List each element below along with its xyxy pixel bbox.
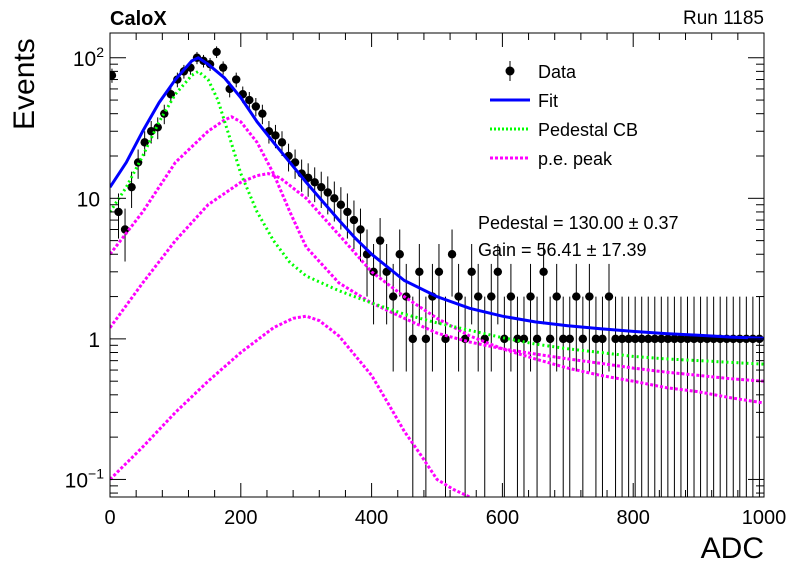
data-point bbox=[245, 95, 254, 105]
data-point bbox=[110, 71, 117, 80]
data-point bbox=[526, 292, 535, 301]
fit-curve bbox=[110, 56, 764, 340]
data-point bbox=[650, 334, 659, 344]
legend-label: Fit bbox=[538, 91, 558, 111]
legend-label: Pedestal CB bbox=[538, 120, 638, 140]
data-point bbox=[147, 127, 156, 136]
data-point bbox=[644, 334, 653, 344]
legend-marker bbox=[505, 66, 515, 76]
data-point bbox=[251, 102, 261, 111]
data-point bbox=[637, 334, 646, 344]
data-point bbox=[474, 292, 483, 301]
data-point bbox=[434, 267, 444, 277]
legend-entry: Data bbox=[505, 61, 577, 82]
data-point bbox=[395, 250, 404, 259]
data-point bbox=[663, 334, 673, 344]
data-point bbox=[271, 131, 280, 140]
legend-entry: Fit bbox=[490, 91, 558, 111]
pedestal-cb-curve bbox=[110, 69, 764, 366]
plot-frame bbox=[109, 32, 765, 498]
data-point bbox=[408, 334, 418, 344]
data-point bbox=[323, 188, 332, 197]
data-point bbox=[689, 334, 699, 344]
data-point bbox=[676, 334, 686, 344]
data-point bbox=[545, 334, 555, 344]
data-point bbox=[617, 334, 627, 344]
data-point bbox=[670, 334, 679, 344]
data-point bbox=[218, 63, 228, 72]
legend-entry: p.e. peak bbox=[490, 149, 613, 169]
run-label: Run 1185 bbox=[683, 8, 764, 29]
x-tick-label: 600 bbox=[486, 507, 519, 529]
data-point bbox=[585, 292, 594, 301]
legend-label: p.e. peak bbox=[538, 149, 613, 169]
x-tick-label: 1000 bbox=[742, 507, 787, 529]
data-point bbox=[630, 334, 640, 344]
data-point bbox=[356, 225, 365, 234]
data-point bbox=[532, 334, 542, 344]
pe-peak-curve-3 bbox=[110, 314, 471, 497]
y-tick-label: 10−1 bbox=[65, 465, 105, 492]
data-point bbox=[114, 207, 123, 217]
data-point bbox=[421, 334, 431, 344]
data-point bbox=[336, 200, 346, 209]
data-point bbox=[683, 334, 692, 344]
data-point bbox=[552, 292, 561, 301]
data-point bbox=[441, 334, 450, 344]
data-point bbox=[559, 334, 568, 344]
data-point bbox=[343, 207, 352, 217]
data-point bbox=[447, 250, 457, 259]
data-point bbox=[611, 334, 620, 344]
data-point bbox=[133, 158, 143, 167]
fit-annotation: Gain = 56.41 ± 17.39 bbox=[478, 240, 647, 260]
pe-peak-curve-2 bbox=[110, 172, 764, 405]
legend-entry: Pedestal CB bbox=[490, 120, 638, 140]
data-point bbox=[277, 138, 287, 147]
data-point bbox=[467, 267, 476, 277]
x-tick-label: 800 bbox=[617, 507, 650, 529]
legend-label: Data bbox=[538, 62, 577, 82]
data-point bbox=[591, 334, 601, 344]
data-point bbox=[330, 194, 339, 203]
data-point bbox=[349, 215, 359, 225]
data-point bbox=[153, 123, 162, 132]
data-point bbox=[120, 225, 130, 234]
data-point bbox=[212, 47, 221, 57]
data-point bbox=[317, 182, 326, 192]
data-point bbox=[487, 292, 496, 301]
data-point bbox=[519, 334, 529, 344]
data-point bbox=[657, 334, 666, 344]
x-tick-label: 0 bbox=[104, 507, 115, 529]
data-point bbox=[578, 334, 588, 344]
data-point bbox=[258, 109, 267, 118]
y-tick-label: 102 bbox=[73, 44, 104, 71]
y-tick-label: 10 bbox=[77, 188, 100, 211]
data-point bbox=[232, 75, 241, 84]
y-tick-label: 1 bbox=[88, 329, 100, 352]
fit-annotation: Pedestal = 130.00 ± 0.37 bbox=[478, 213, 679, 233]
plot-area bbox=[110, 46, 764, 497]
data-point bbox=[388, 292, 398, 301]
data-point bbox=[127, 182, 136, 192]
data-point bbox=[598, 334, 607, 344]
data-point bbox=[415, 267, 424, 277]
data-point bbox=[539, 267, 548, 277]
x-tick-label: 400 bbox=[355, 507, 388, 529]
data-point bbox=[375, 236, 385, 245]
data-point bbox=[565, 334, 574, 344]
data-point bbox=[454, 292, 463, 301]
data-point bbox=[506, 292, 516, 301]
data-point bbox=[604, 292, 614, 301]
pe-peak-curve-1 bbox=[110, 115, 764, 383]
data-point bbox=[572, 292, 581, 301]
x-axis-title: ADC bbox=[700, 532, 764, 565]
data-point bbox=[460, 334, 470, 344]
x-tick-label: 200 bbox=[224, 507, 257, 529]
data-point bbox=[493, 267, 503, 277]
data-point bbox=[310, 178, 319, 187]
data-point bbox=[624, 334, 633, 344]
experiment-label: CaloX bbox=[110, 8, 167, 30]
